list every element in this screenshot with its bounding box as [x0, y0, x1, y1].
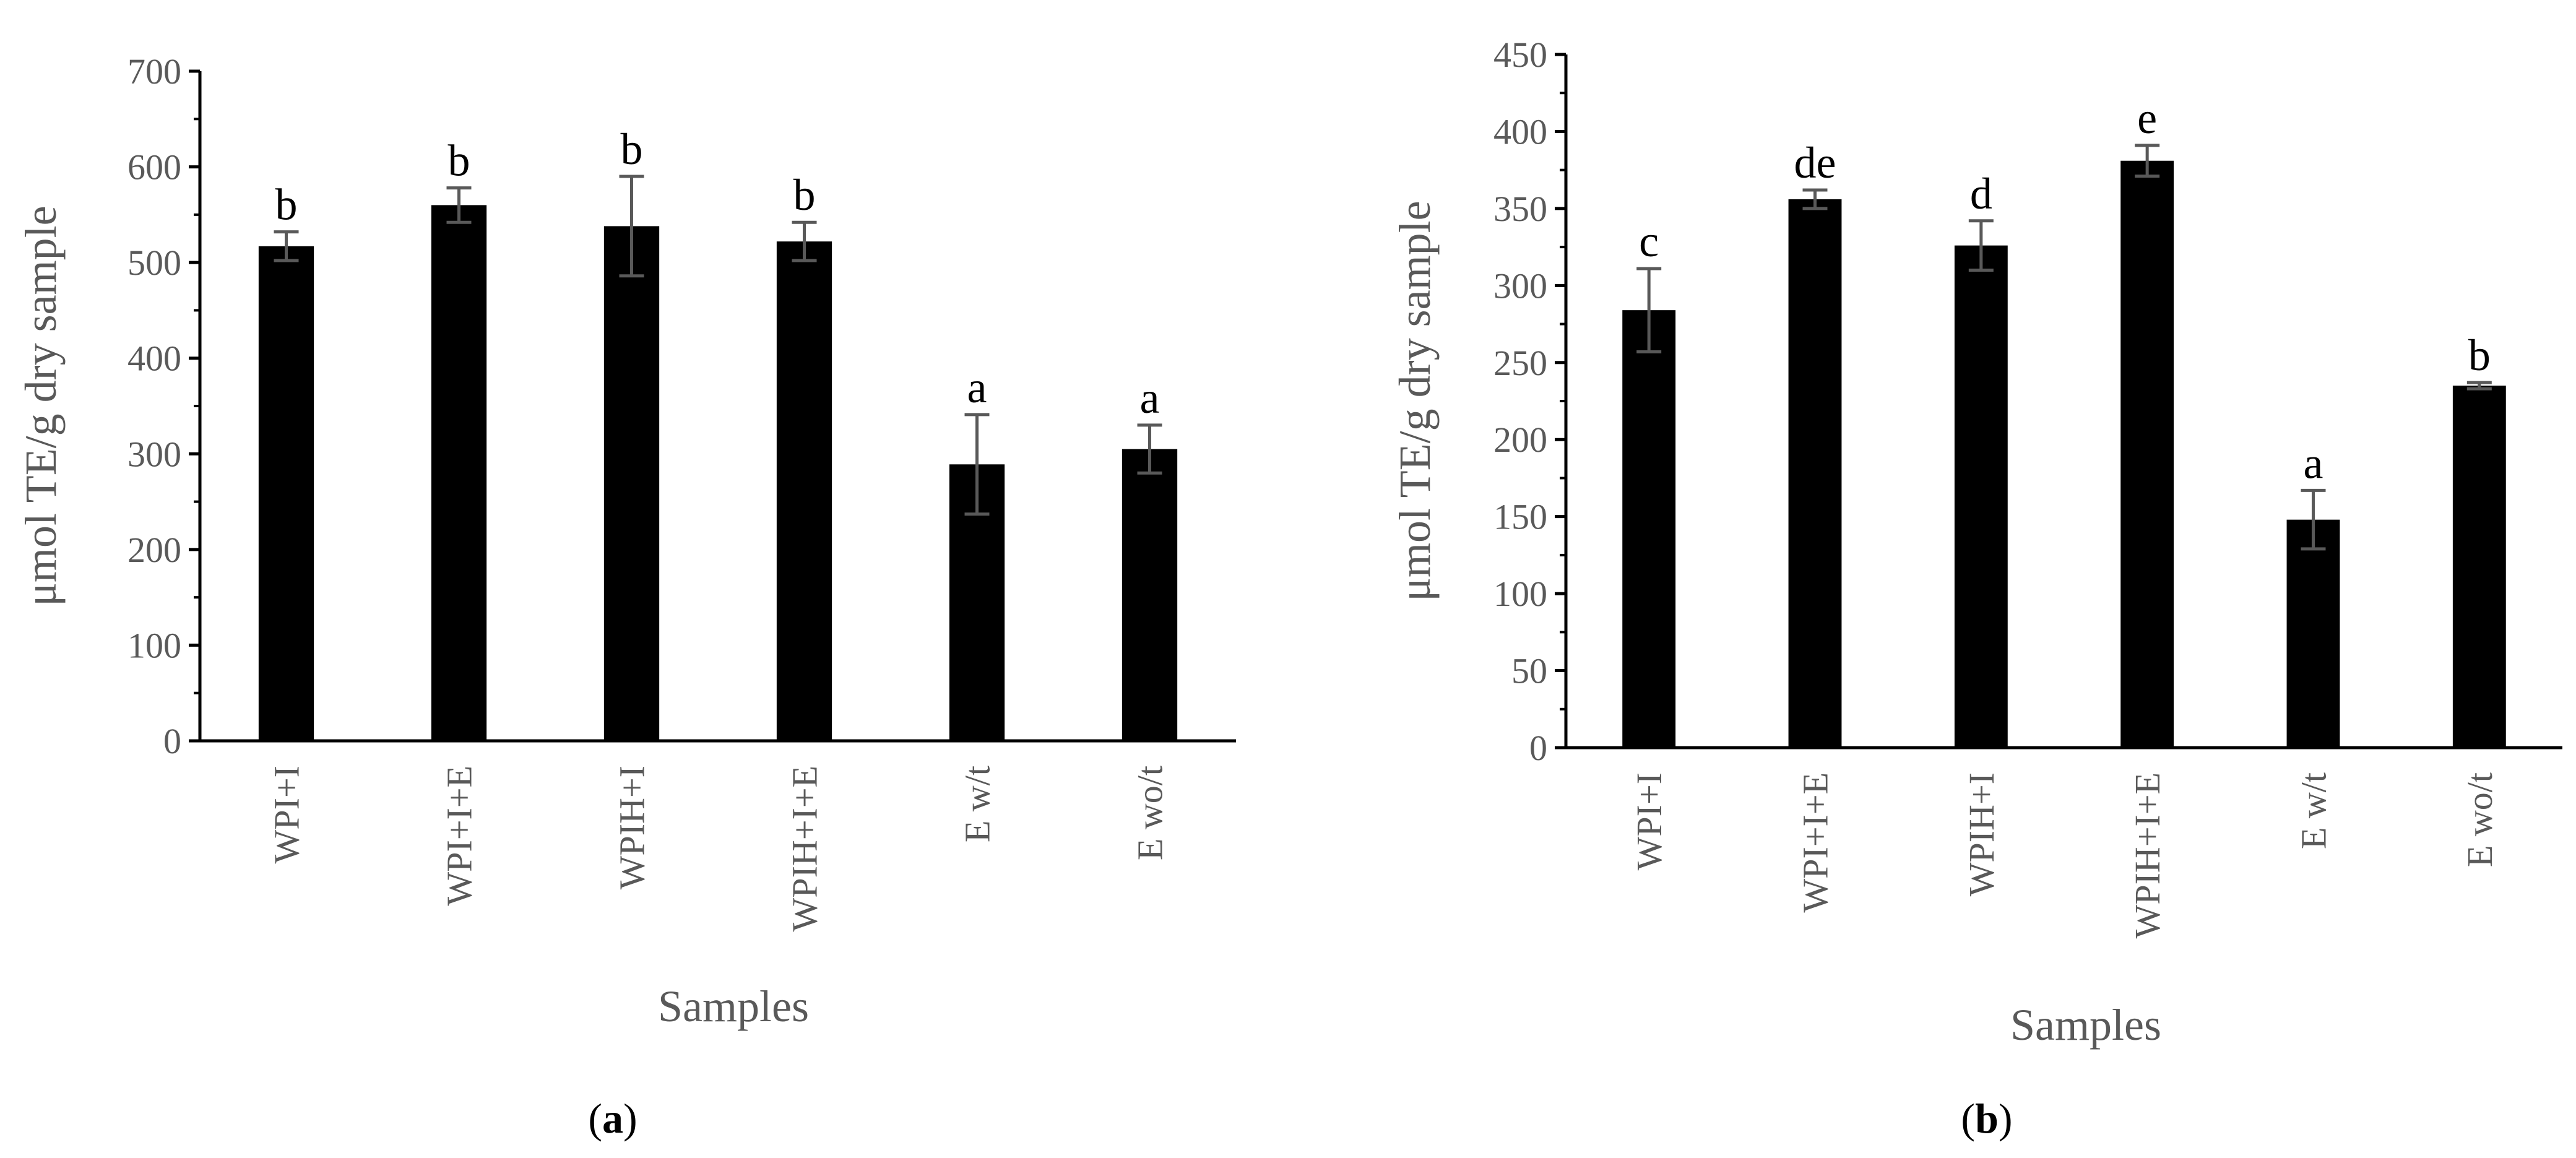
significance-letter: c: [1639, 217, 1659, 266]
x-tick-label: E w/t: [957, 766, 998, 842]
y-tick-label: 450: [1493, 35, 1547, 75]
bar: [258, 246, 314, 741]
significance-letter: b: [448, 136, 470, 186]
significance-letter: d: [1970, 169, 1992, 218]
x-tick-label: E wo/t: [2460, 772, 2500, 867]
y-tick-label: 50: [1511, 651, 1547, 691]
bar: [431, 205, 487, 741]
x-tick-label: WPI+I+E: [1796, 772, 1836, 912]
significance-letter: b: [2468, 331, 2491, 380]
significance-letter: de: [1794, 138, 1836, 188]
bar: [1122, 449, 1178, 741]
y-tick-label: 0: [1529, 728, 1547, 768]
y-tick-label: 600: [128, 147, 181, 188]
y-axis-title: μmol TE/g dry sample: [16, 205, 66, 606]
y-tick-label: 100: [1493, 574, 1547, 614]
y-tick-label: 150: [1493, 497, 1547, 537]
y-tick-label: 400: [128, 339, 181, 379]
significance-letter: a: [967, 363, 987, 412]
x-tick-label: E w/t: [2294, 772, 2334, 849]
x-tick-label: WPI+I: [1629, 772, 1669, 870]
x-tick-label: WPIH+I+E: [2127, 772, 2168, 938]
y-tick-label: 200: [1493, 420, 1547, 460]
x-tick-label: WPI+I+E: [439, 766, 480, 905]
panel-label: (b): [1961, 1095, 2012, 1142]
bar: [603, 226, 660, 741]
y-tick-label: 500: [128, 243, 181, 283]
bar: [2286, 519, 2340, 748]
x-tick-label: WPIH+I+E: [785, 766, 825, 931]
y-tick-label: 0: [163, 721, 181, 761]
x-axis-title: Samples: [2010, 1000, 2161, 1050]
chart-panel-b: 050100150200250300350400450cWPI+IdeWPI+I…: [1390, 35, 2562, 1142]
significance-letter: b: [275, 180, 298, 230]
x-axis-title: Samples: [658, 982, 809, 1031]
significance-letter: a: [2304, 438, 2323, 488]
bar: [1622, 310, 1676, 748]
significance-letter: b: [793, 170, 816, 220]
y-axis-title: μmol TE/g dry sample: [1390, 201, 1440, 601]
y-tick-label: 300: [1493, 266, 1547, 306]
y-tick-label: 350: [1493, 189, 1547, 229]
y-tick-label: 100: [128, 625, 181, 665]
y-tick-label: 250: [1493, 343, 1547, 383]
panel-label: (a): [588, 1095, 637, 1142]
x-tick-label: WPIH+I: [1961, 772, 2002, 896]
bar: [1954, 245, 2008, 748]
x-tick-label: E wo/t: [1130, 766, 1170, 860]
x-tick-label: WPIH+I: [612, 766, 652, 889]
y-tick-label: 400: [1493, 111, 1547, 152]
x-tick-label: WPI+I: [267, 766, 307, 863]
significance-letter: e: [2137, 93, 2157, 143]
chart-panel-a: 0 100 200 300 400 500 600 700 b WPI+I b WPI+I+E b WPI…: [16, 51, 1236, 1142]
bar: [2452, 386, 2506, 748]
bar: [2120, 160, 2174, 748]
y-tick-label: 300: [128, 434, 181, 474]
bar: [776, 241, 832, 741]
y-tick-label: 200: [128, 530, 181, 570]
significance-letter: b: [621, 124, 643, 174]
significance-letter: a: [1140, 373, 1160, 423]
y-tick-label: 700: [128, 51, 181, 92]
bar: [1788, 199, 1842, 748]
